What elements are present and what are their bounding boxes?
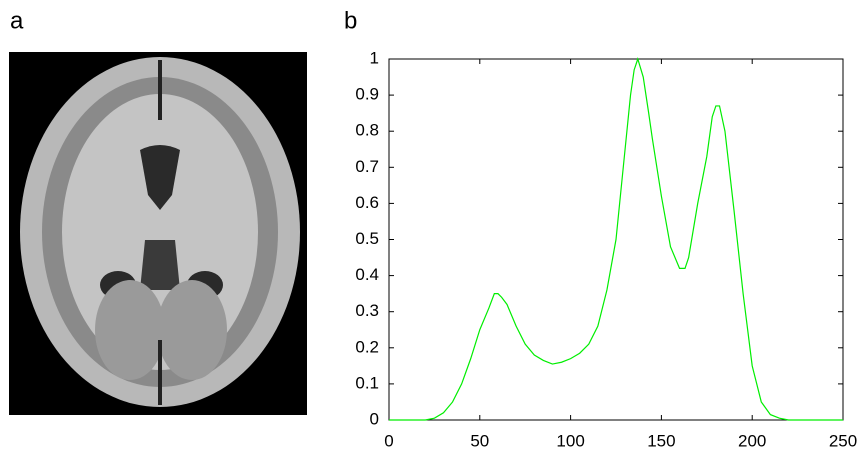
y-tick-label: 0.5 [355, 229, 379, 248]
y-tick-label: 0.4 [355, 265, 379, 284]
y-tick-label: 0.1 [355, 373, 379, 392]
y-tick-label: 0.3 [355, 301, 379, 320]
x-tick-label: 150 [647, 431, 675, 450]
x-tick-label: 250 [829, 431, 857, 450]
y-tick-label: 1 [370, 48, 379, 67]
panel-label: a [10, 7, 24, 34]
x-tick-label: 100 [556, 431, 584, 450]
y-tick-label: 0.6 [355, 193, 379, 212]
x-tick-label: 50 [470, 431, 489, 450]
y-tick-label: 0 [370, 409, 379, 428]
x-tick-label: 200 [738, 431, 766, 450]
histogram-line [389, 57, 843, 421]
x-tick-label: 0 [384, 431, 393, 450]
y-tick-label: 0.2 [355, 337, 379, 356]
y-tick-label: 0.7 [355, 157, 379, 176]
y-tick-label: 0.8 [355, 121, 379, 140]
y-tick-label: 0.9 [355, 85, 379, 104]
panel-label: b [344, 7, 357, 34]
mri-image [9, 52, 307, 415]
